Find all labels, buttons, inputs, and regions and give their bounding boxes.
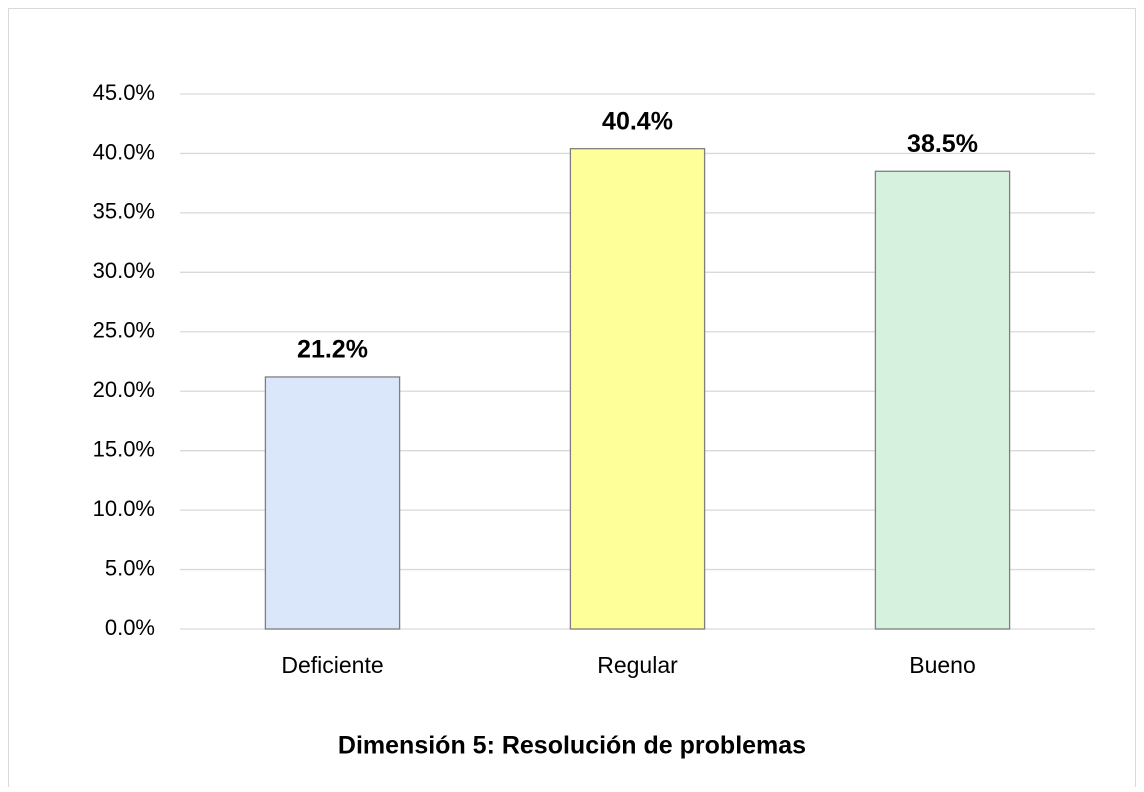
y-tick-label: 45.0% bbox=[93, 80, 155, 105]
y-tick-label: 35.0% bbox=[93, 199, 155, 224]
y-tick-label: 0.0% bbox=[105, 615, 155, 640]
bar bbox=[874, 170, 1011, 630]
x-tick-label: Bueno bbox=[909, 652, 976, 678]
y-tick-label: 25.0% bbox=[93, 318, 155, 343]
x-tick-label: Deficiente bbox=[281, 652, 383, 678]
y-tick-label: 30.0% bbox=[93, 258, 155, 283]
y-tick-label: 10.0% bbox=[93, 496, 155, 521]
data-label: 38.5% bbox=[907, 130, 978, 158]
x-tick-label: Regular bbox=[597, 652, 678, 678]
bar bbox=[569, 148, 706, 630]
y-tick-label: 5.0% bbox=[105, 555, 155, 580]
data-label: 21.2% bbox=[297, 336, 368, 364]
y-tick-label: 20.0% bbox=[93, 377, 155, 402]
data-label: 40.4% bbox=[602, 107, 673, 135]
bar bbox=[264, 376, 401, 630]
y-tick-label: 15.0% bbox=[93, 436, 155, 461]
chart-title: Dimensión 5: Resolución de problemas bbox=[338, 732, 806, 760]
y-tick-label: 40.0% bbox=[93, 139, 155, 164]
